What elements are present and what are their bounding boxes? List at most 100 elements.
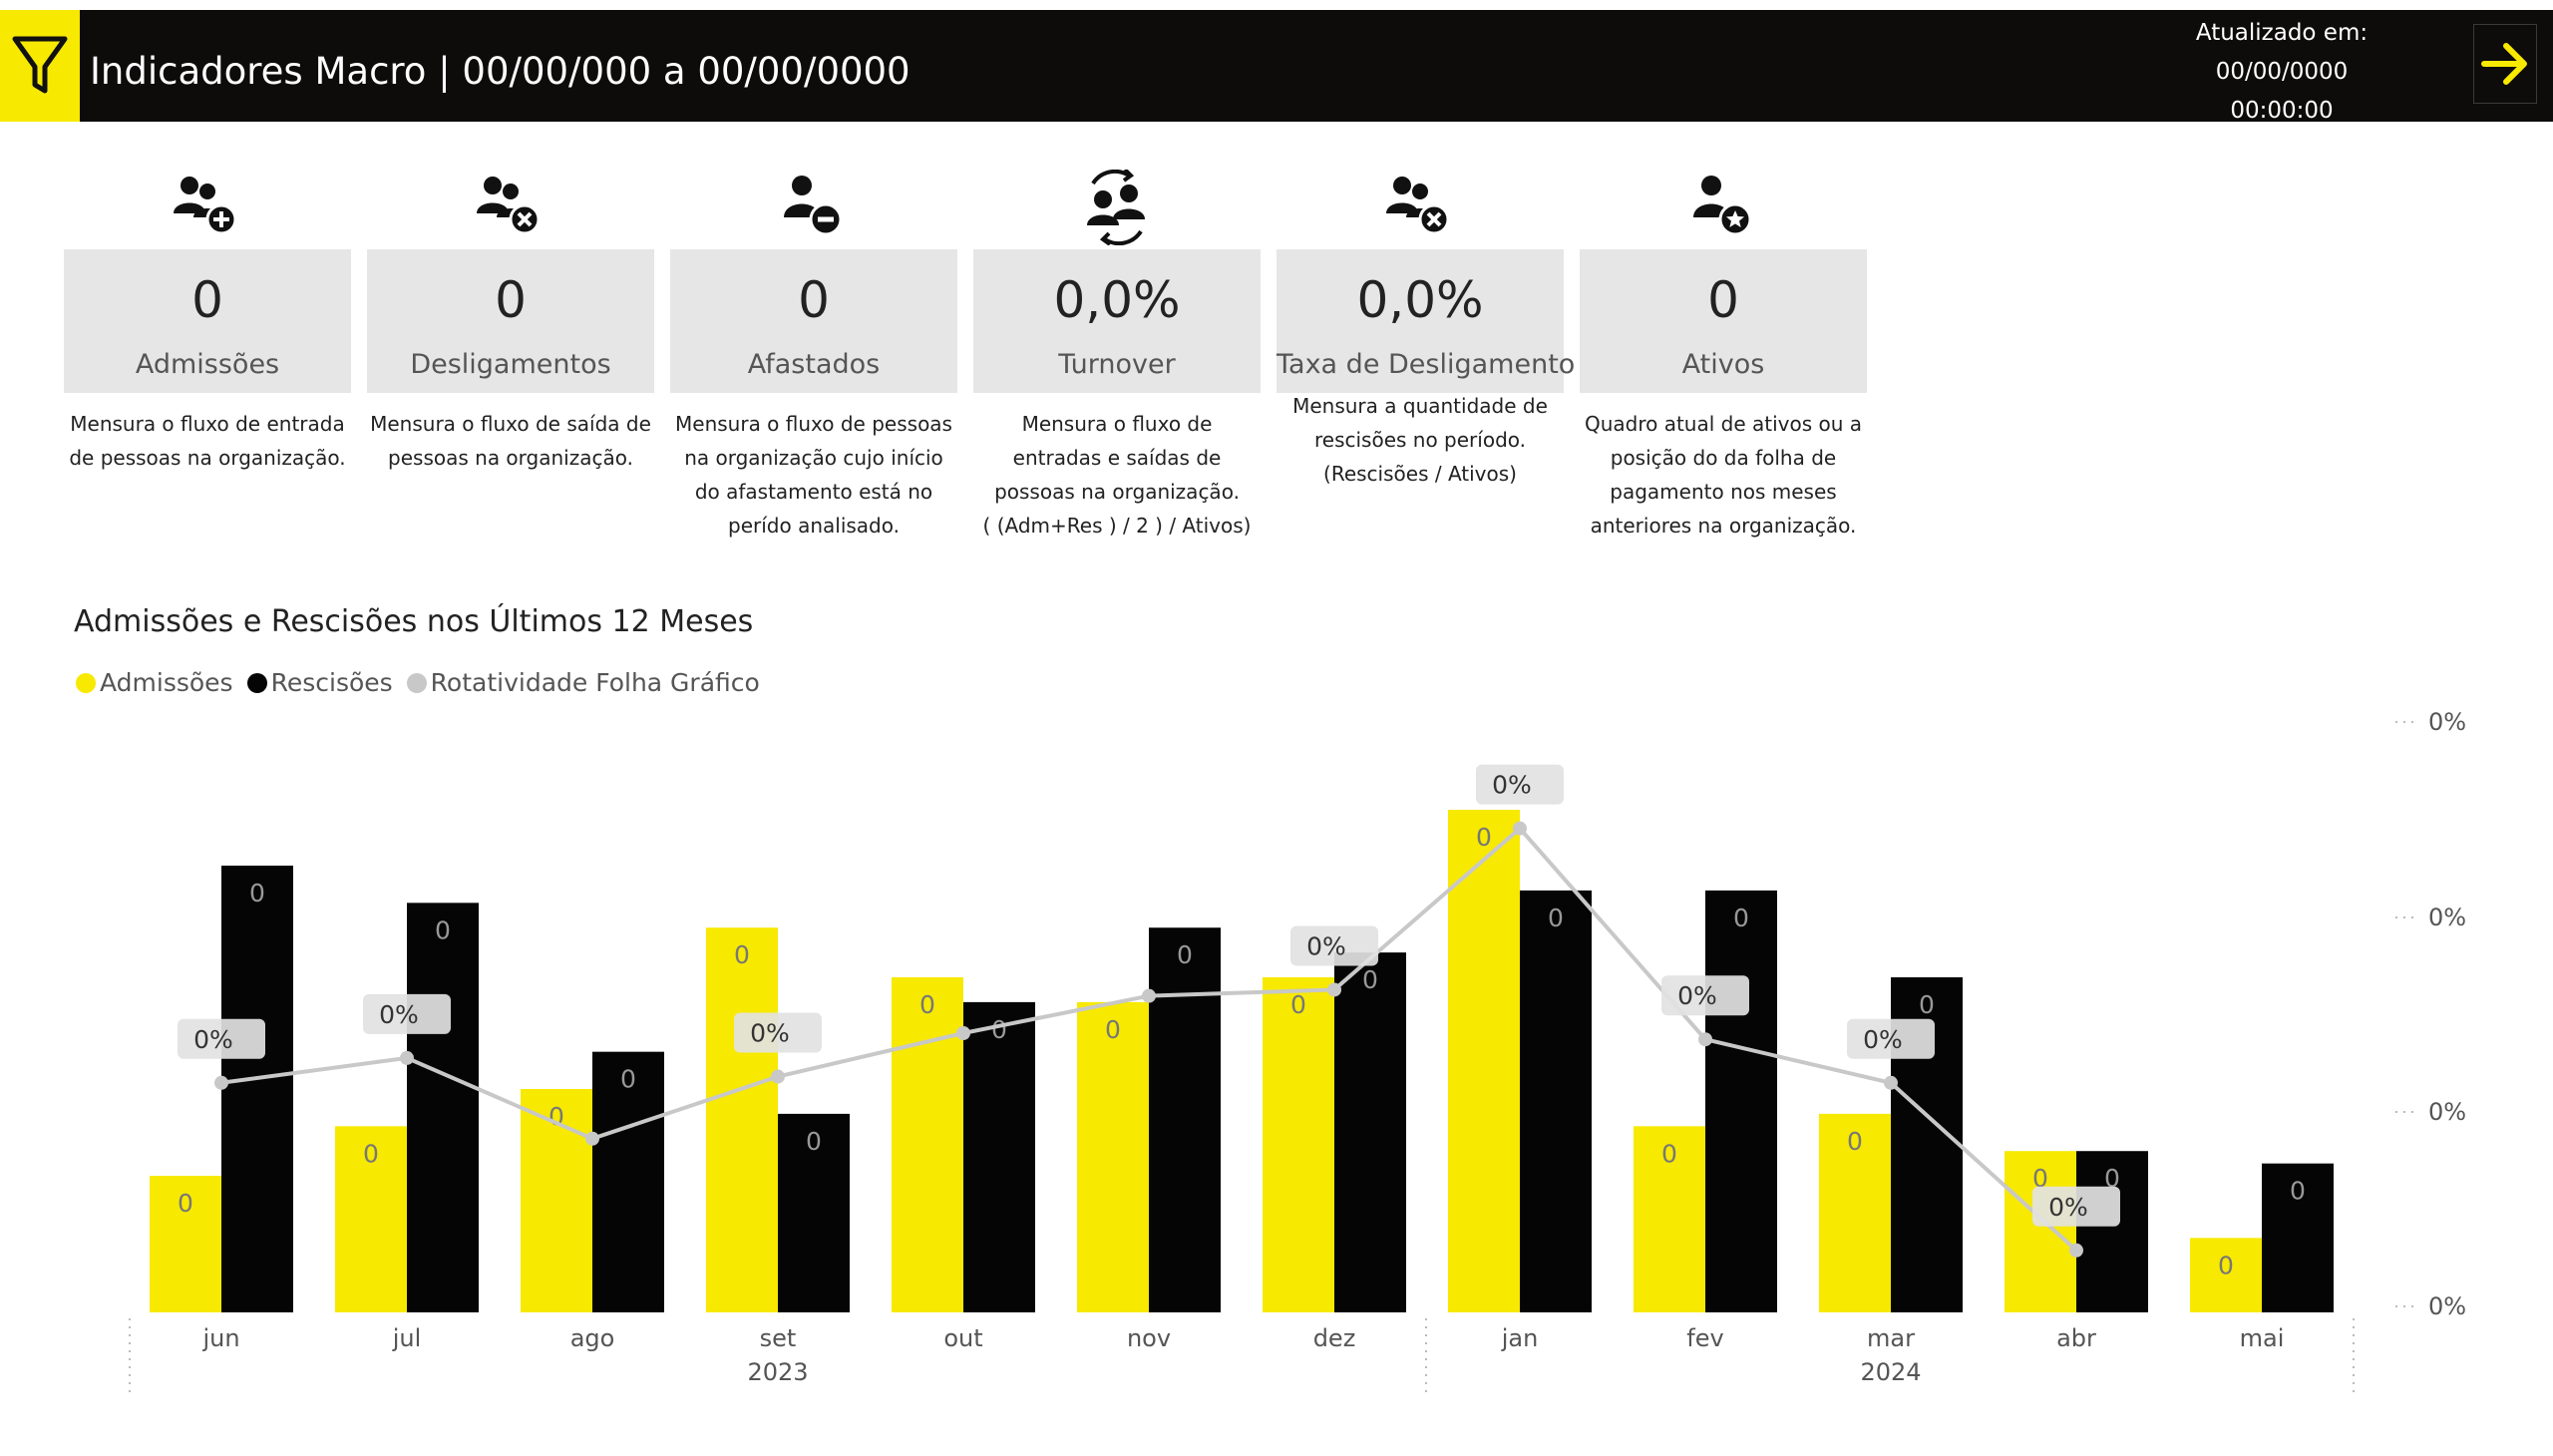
chart-title: Admissões e Rescisões nos Últimos 12 Mes… (74, 604, 754, 639)
user-star-icon (1693, 176, 1752, 236)
kpi-label: Afastados (747, 349, 881, 380)
next-page-button[interactable] (2473, 24, 2537, 104)
bar-admissoes (335, 1126, 407, 1312)
user-minus-icon (784, 176, 843, 236)
year-label: 2024 (1860, 1358, 1921, 1386)
x-tick-label: fev (1686, 1324, 1723, 1352)
arrow-right-icon (2481, 43, 2527, 85)
bar-rescisoes (2262, 1163, 2334, 1312)
bar-admissoes (521, 1089, 592, 1312)
user-add-icon (174, 177, 237, 235)
point-rotatividade (400, 1050, 414, 1065)
kpi-description: Mensura o fluxo de pessoas na organizaçã… (675, 412, 952, 538)
user-remove-icon (477, 177, 541, 235)
chart-legend: Admissões Rescisões Rotatividade Folha G… (76, 668, 760, 697)
legend-item-admissoes[interactable]: Admissões (76, 668, 233, 697)
updated-label: Atualizado em: (2195, 20, 2369, 46)
kpi-description: Mensura a quantidade de rescisões no per… (1292, 394, 1548, 486)
bar-label-rescisoes: 0 (1177, 940, 1193, 969)
point-label-rotatividade: 0% (1863, 1025, 1903, 1054)
x-tick-label: abr (2056, 1324, 2096, 1352)
x-tick-label: jun (201, 1324, 239, 1352)
point-label-box (363, 993, 451, 1034)
kpi-value: 0 (495, 271, 527, 329)
user-remove-icon (1386, 177, 1450, 235)
bar-label-admissoes: 0 (363, 1139, 379, 1168)
point-rotatividade (585, 1131, 599, 1146)
point-rotatividade (214, 1075, 228, 1090)
kpi-label: Admissões (135, 349, 280, 380)
updated-time: 00:00:00 (2230, 98, 2334, 124)
x-tick-label: jul (392, 1324, 422, 1352)
bar-admissoes (706, 927, 778, 1312)
point-label-rotatividade: 0% (1306, 931, 1346, 960)
point-rotatividade (1884, 1075, 1898, 1090)
bar-label-rescisoes: 0 (1548, 904, 1564, 932)
kpi-value: 0,0% (1356, 271, 1484, 329)
bar-label-rescisoes: 0 (620, 1065, 636, 1094)
point-label-box (1847, 1018, 1935, 1059)
point-label-box (1476, 764, 1564, 805)
point-rotatividade (956, 1026, 970, 1040)
legend-item-rotatividade[interactable]: Rotatividade Folha Gráfico (406, 668, 760, 697)
bar-label-admissoes: 0 (734, 940, 750, 969)
point-label-rotatividade: 0% (750, 1019, 790, 1048)
bar-label-admissoes: 0 (919, 990, 935, 1019)
legend-swatch (246, 672, 267, 693)
kpi-label: Desligamentos (410, 349, 611, 380)
right-axis-tick: 0% (2428, 1098, 2466, 1126)
bar-admissoes (2190, 1238, 2262, 1312)
point-label-box (1290, 925, 1378, 966)
bar-admissoes (1819, 1113, 1891, 1312)
bar-rescisoes (221, 866, 293, 1312)
user-rotate-icon (1087, 170, 1145, 245)
bar-admissoes (892, 977, 963, 1312)
point-label-rotatividade: 0% (1492, 771, 1532, 800)
kpi-label: Turnover (1058, 349, 1176, 380)
bar-label-rescisoes: 0 (1733, 904, 1749, 932)
kpi-label: Taxa de Desligamento (1276, 349, 1576, 380)
legend-item-rescisoes[interactable]: Rescisões (246, 668, 393, 697)
point-rotatividade (2069, 1243, 2083, 1258)
kpi-description: Quadro atual de ativos ou a posição do d… (1584, 412, 1863, 538)
legend-swatch (76, 672, 96, 693)
bar-rescisoes (963, 1001, 1035, 1312)
bar-rescisoes (1705, 890, 1777, 1312)
right-axis-tick: 0% (2428, 708, 2466, 736)
bar-admissoes (1077, 1001, 1149, 1312)
x-tick-label: out (943, 1324, 982, 1352)
year-label: 2023 (747, 1358, 808, 1386)
updated-date: 00/00/0000 (2215, 59, 2349, 85)
x-tick-label: dez (1313, 1324, 1356, 1352)
bar-rescisoes (407, 903, 479, 1312)
point-rotatividade (1513, 821, 1527, 836)
bar-label-admissoes: 0 (1847, 1127, 1863, 1156)
bar-label-rescisoes: 0 (2290, 1177, 2306, 1206)
right-axis-tick: 0% (2428, 1292, 2466, 1320)
bar-label-admissoes: 0 (1661, 1139, 1677, 1168)
bar-label-admissoes: 0 (1105, 1015, 1121, 1044)
x-tick-label: nov (1127, 1324, 1171, 1352)
x-tick-label: mai (2240, 1324, 2285, 1352)
bar-admissoes (1448, 810, 1520, 1312)
bar-rescisoes (1334, 952, 1406, 1312)
bar-rescisoes (1149, 927, 1221, 1312)
kpi-description: Mensura o fluxo de entrada de pessoas na… (69, 412, 346, 470)
bar-label-admissoes: 0 (178, 1189, 193, 1218)
bar-admissoes (1263, 977, 1334, 1312)
point-label-rotatividade: 0% (1677, 981, 1717, 1010)
legend-swatch (406, 672, 427, 693)
kpi-value: 0 (191, 271, 223, 329)
admissions-chart: 0%0%0%0%00jun00jul00ago00set00out00nov00… (129, 708, 2466, 1396)
x-tick-label: set (760, 1324, 797, 1352)
filter-button[interactable] (0, 10, 80, 122)
kpi-description: Mensura o fluxo de saída de pessoas na o… (370, 412, 651, 470)
bar-label-admissoes: 0 (2032, 1164, 2048, 1193)
filter-icon (12, 36, 68, 94)
top-header: Indicadores Macro | 00/00/000 a 00/00/00… (0, 10, 2553, 124)
bar-admissoes (150, 1176, 221, 1312)
point-label-rotatividade: 0% (193, 1025, 233, 1054)
point-label-rotatividade: 0% (2048, 1193, 2088, 1222)
x-tick-label: mar (1867, 1324, 1915, 1352)
bar-label-rescisoes: 0 (991, 1015, 1007, 1044)
